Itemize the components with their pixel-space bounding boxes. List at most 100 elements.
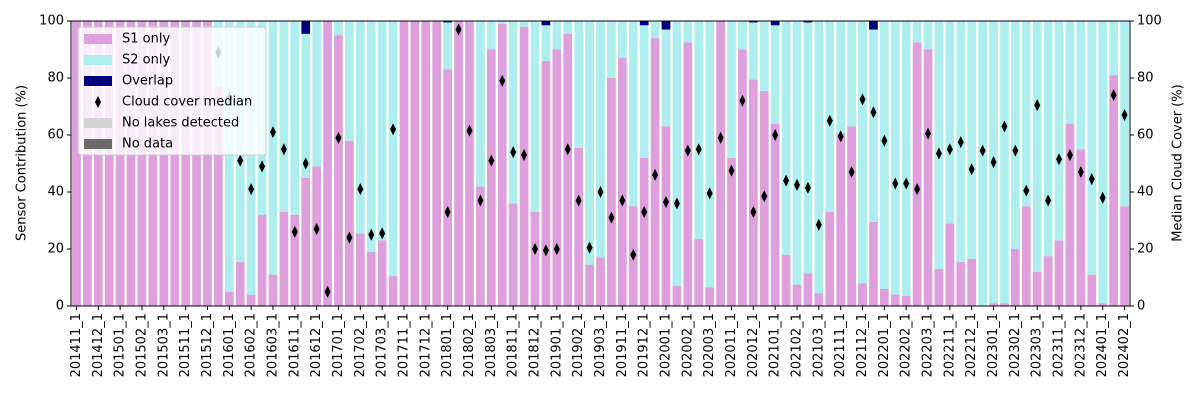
bar-segment	[334, 35, 343, 306]
bar-segment	[224, 21, 234, 292]
bar-segment	[1087, 274, 1097, 306]
x-tick-label: 202312_1	[1073, 313, 1088, 377]
legend: S1 only S2 only Overlap Cloud cover median N…	[77, 26, 267, 156]
cloud-marker	[368, 228, 375, 241]
cloud-marker	[564, 143, 571, 156]
bar-segment	[1076, 21, 1086, 150]
bar-segment	[508, 21, 518, 204]
cloud-marker	[1088, 173, 1095, 186]
bar-segment	[738, 21, 747, 50]
cloud-marker	[390, 123, 397, 136]
bar-segment	[410, 21, 420, 306]
bar-segment	[879, 288, 889, 306]
bar-segment	[661, 126, 671, 306]
bar-segment	[639, 21, 649, 26]
bar-segment	[661, 21, 671, 30]
cloud-marker	[804, 181, 811, 194]
bar-segment	[181, 21, 191, 306]
y-tick-label: 20	[47, 242, 64, 257]
bar-segment	[345, 140, 354, 306]
bar-segment	[694, 239, 704, 306]
cloud-marker	[728, 164, 735, 177]
bar-segment	[432, 21, 442, 306]
cloud-marker	[783, 174, 790, 187]
bar-segment	[727, 157, 736, 306]
bar-segment	[104, 21, 114, 306]
cloud-marker	[1012, 144, 1019, 157]
bar-segment	[563, 33, 573, 306]
bar-segment	[617, 21, 627, 59]
x-tick-label: 201511_1	[178, 313, 193, 377]
x-tick-label: 202302_1	[1008, 313, 1023, 377]
bar-segment	[366, 21, 376, 252]
bar-segment	[497, 23, 507, 306]
cloud-marker	[466, 124, 473, 137]
bar-segment	[290, 21, 300, 215]
cloud-marker	[794, 178, 801, 191]
y-axis-label: Sensor Contribution (%)	[15, 85, 30, 241]
bar-segment	[246, 21, 256, 295]
cloud-marker	[313, 223, 320, 236]
cloud-marker	[1001, 120, 1008, 133]
x-tick-label: 201711_1	[396, 313, 411, 377]
bar-segment	[639, 157, 649, 306]
bar-segment	[683, 42, 693, 306]
x-tick-label: 201702_1	[353, 313, 368, 377]
legend-label: S1 only	[122, 32, 170, 47]
cloud-marker	[695, 143, 702, 156]
bar-segment	[148, 21, 158, 306]
bar-segment	[803, 22, 813, 274]
bar-segment	[301, 177, 311, 306]
bar-segment	[1010, 21, 1020, 249]
y2-tick-label: 100	[1137, 14, 1162, 29]
bar-segment	[967, 258, 977, 306]
cloud-marker	[542, 244, 549, 257]
y2-tick-label: 40	[1137, 185, 1154, 200]
bar-segment	[1098, 303, 1108, 306]
legend-label: Overlap	[122, 74, 173, 89]
x-tick-label: 201411_1	[69, 313, 84, 377]
bar-segment	[126, 21, 136, 306]
bar-segment	[727, 21, 736, 158]
bar-segment	[301, 21, 311, 34]
bar-segment	[890, 21, 900, 295]
bar-segment	[1000, 303, 1009, 306]
cloud-marker	[619, 194, 626, 207]
bar-segment	[836, 21, 846, 134]
bar-segment	[1010, 249, 1020, 306]
bar-segment	[814, 293, 824, 306]
cloud-marker	[324, 285, 331, 298]
bar-segment	[748, 22, 758, 80]
bar-segment	[694, 21, 704, 240]
legend-swatch	[84, 139, 112, 149]
bar-segment	[541, 60, 551, 307]
bar-segment	[879, 21, 889, 289]
bar-segment	[770, 25, 780, 124]
bar-segment	[312, 21, 322, 167]
cloud-marker	[499, 74, 506, 87]
cloud-marker	[335, 131, 342, 144]
x-tick-label: 201912_1	[637, 313, 652, 377]
bar-segment	[541, 25, 551, 61]
bar-segment	[1032, 21, 1042, 272]
bar-segment	[792, 284, 802, 306]
bar-segment	[650, 21, 660, 39]
bar-segment	[192, 21, 201, 306]
x-tick-label: 201812_1	[527, 313, 542, 377]
bar-segment	[519, 21, 529, 27]
x-tick-label: 201811_1	[506, 313, 521, 377]
bar-segment	[552, 21, 562, 50]
bar-segment	[1065, 21, 1075, 124]
bar-segment	[945, 223, 955, 306]
x-tick-label: 201801_1	[440, 313, 455, 377]
bar-segment	[1021, 206, 1031, 306]
cloud-marker	[641, 205, 648, 218]
bar-segment	[923, 21, 933, 50]
bar-segment	[934, 268, 944, 306]
bar-segment	[956, 261, 966, 306]
x-tick-label: 201601_1	[222, 313, 237, 377]
x-tick-label: 202001_1	[659, 313, 674, 377]
cloud-marker	[684, 144, 691, 157]
bar-segment	[476, 21, 485, 187]
x-tick-label: 202303_1	[1030, 313, 1045, 377]
